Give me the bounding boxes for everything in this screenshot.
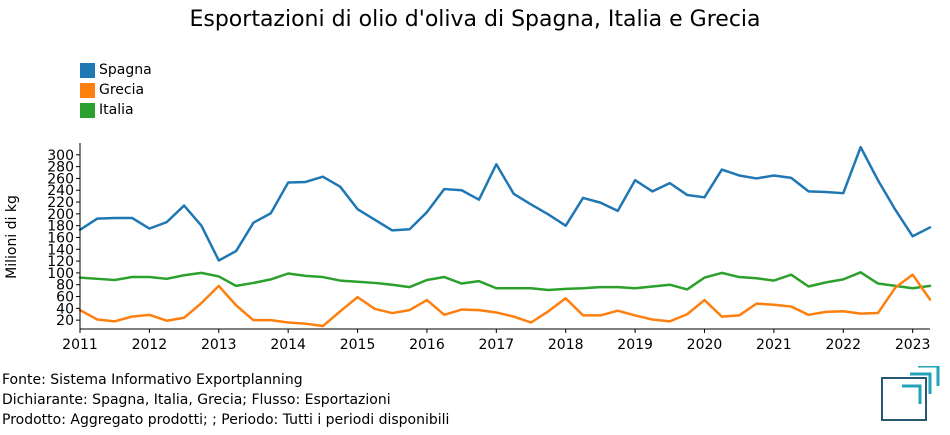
x-tick-label: 2021: [756, 337, 792, 353]
legend-item-italia: Italia: [80, 100, 152, 120]
x-tick-label: 2016: [409, 337, 445, 353]
legend-item-spagna: Spagna: [80, 60, 152, 80]
y-tick-label: 260: [47, 171, 74, 187]
y-tick-label: 180: [47, 219, 74, 235]
y-tick-label: 240: [47, 183, 74, 199]
legend-swatch-spagna: [80, 62, 95, 78]
legend-label-grecia: Grecia: [99, 82, 145, 98]
y-tick-label: 120: [47, 254, 74, 270]
y-tick-label: 80: [56, 278, 74, 294]
x-tick-label: 2012: [132, 337, 168, 353]
footer-notes: Fonte: Sistema Informativo Exportplannin…: [2, 370, 449, 430]
series-line-italia: [78, 271, 932, 292]
y-axis-label: Milioni di kg: [4, 195, 20, 279]
x-tick-label: 2022: [825, 337, 861, 353]
x-tick-label: 2018: [548, 337, 584, 353]
x-tick-label: 2020: [687, 337, 723, 353]
y-tick-label: 60: [56, 290, 74, 306]
legend-swatch-grecia: [80, 82, 95, 98]
y-tick-label: 40: [56, 301, 74, 317]
footer-product: Prodotto: Aggregato prodotti; ; Periodo:…: [2, 412, 450, 428]
y-tick-label: 280: [47, 160, 74, 176]
series-lines: [78, 145, 932, 328]
y-axis: 2040608010012014016018020022024026028030…: [47, 148, 80, 329]
y-tick-label: 200: [47, 207, 74, 223]
y-tick-label: 20: [56, 313, 74, 329]
legend-swatch-italia: [80, 102, 95, 118]
footer-declarant: Dichiarante: Spagna, Italia, Grecia; Flu…: [2, 392, 391, 408]
series-line-spagna: [78, 145, 932, 262]
x-tick-label: 2019: [617, 337, 653, 353]
chart-title: Esportazioni di olio d'oliva di Spagna, …: [189, 7, 761, 32]
x-tick-label: 2011: [62, 337, 98, 353]
y-tick-label: 220: [47, 195, 74, 211]
x-tick-label: 2013: [201, 337, 237, 353]
y-tick-label: 140: [47, 242, 74, 258]
legend-label-spagna: Spagna: [99, 62, 152, 78]
series-line-grecia: [78, 273, 932, 328]
x-axis: 2011 2012 2013 2014 2015 2016 2017 2018 2019 2020…: [62, 329, 930, 353]
legend-label-italia: Italia: [99, 102, 134, 118]
x-tick-label: 2023: [895, 337, 931, 353]
legend-item-grecia: Grecia: [80, 80, 152, 100]
footer-source: Fonte: Sistema Informativo Exportplannin…: [2, 372, 303, 388]
x-tick-label: 2014: [270, 337, 306, 353]
y-tick-label: 300: [47, 148, 74, 164]
legend: Spagna Grecia Italia: [80, 60, 152, 120]
exportplanning-logo-icon: [881, 366, 940, 421]
y-tick-label: 100: [47, 266, 74, 282]
x-tick-label: 2015: [340, 337, 376, 353]
y-tick-label: 160: [47, 230, 74, 246]
x-tick-label: 2017: [479, 337, 515, 353]
